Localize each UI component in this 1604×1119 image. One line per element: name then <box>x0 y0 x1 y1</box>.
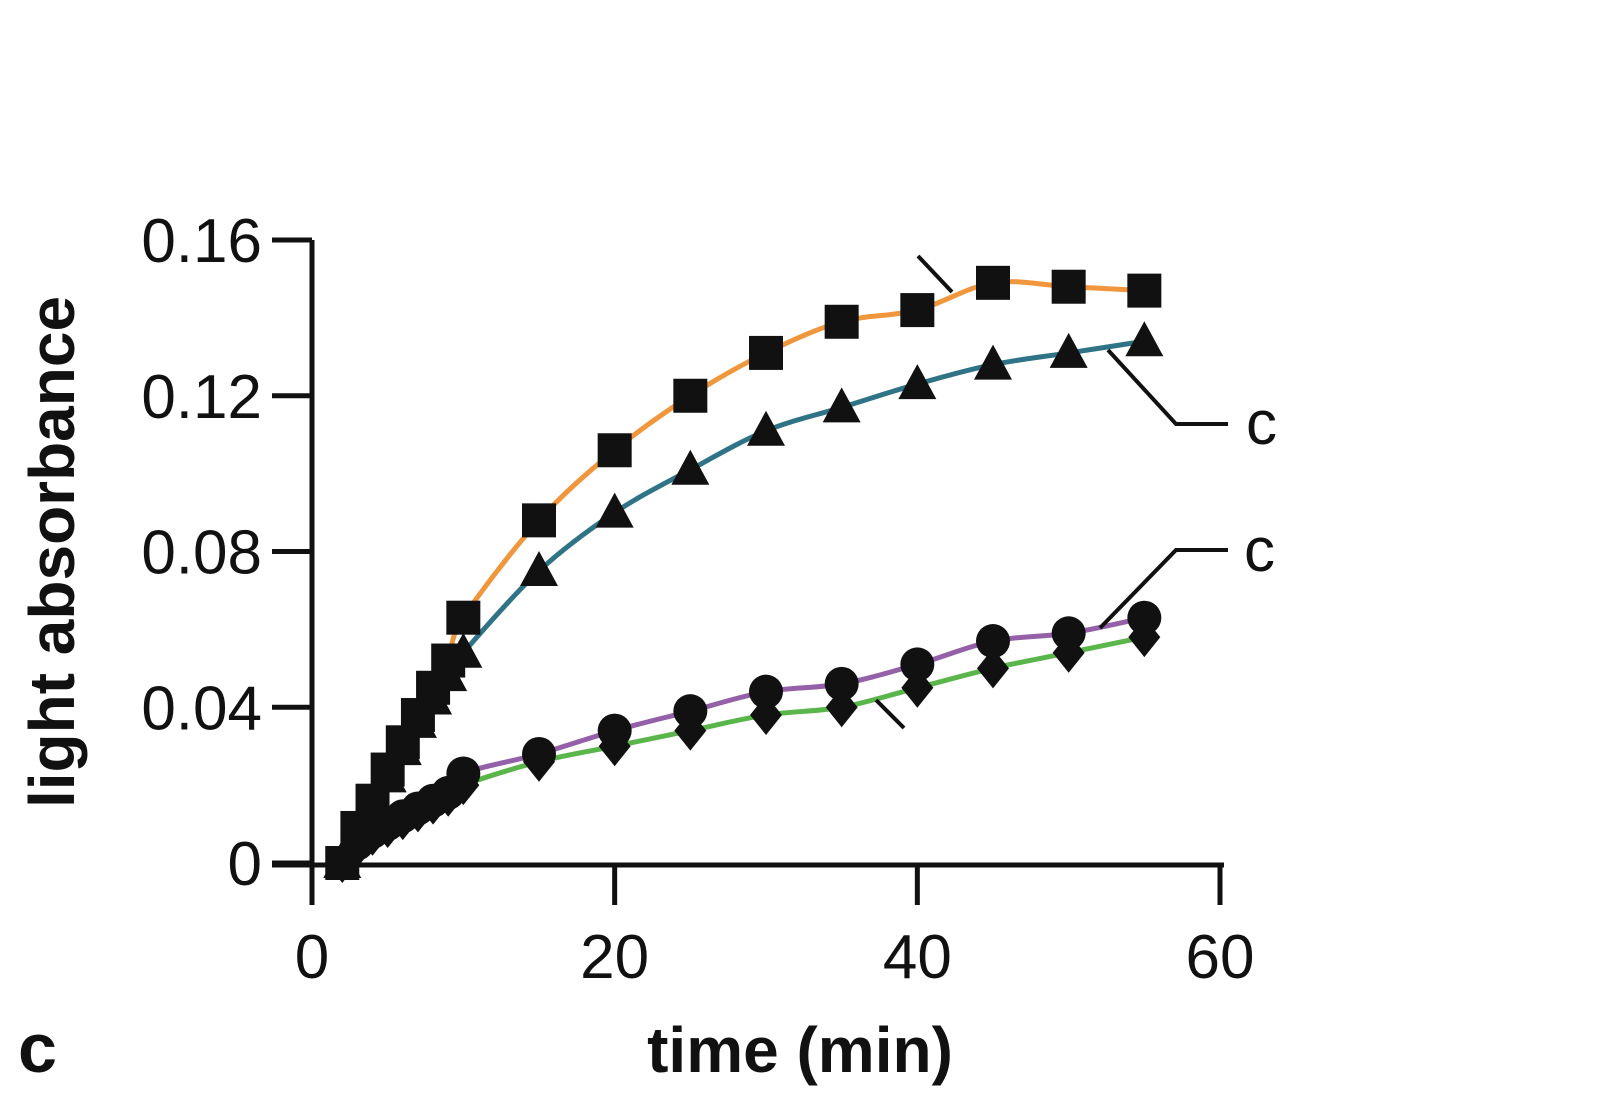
data-point-square <box>900 293 935 328</box>
x-tick-label: 20 <box>580 923 649 992</box>
x-tick-label: 40 <box>883 923 952 992</box>
x-axis-title: time (min) <box>647 1014 953 1086</box>
data-point-square <box>1051 269 1086 304</box>
y-tick-label: 0.16 <box>141 207 262 276</box>
data-point-square <box>749 335 783 370</box>
axes-layer <box>272 240 1224 870</box>
data-point-diamond <box>598 726 631 767</box>
y-tick-label: 0 <box>228 830 262 899</box>
data-point-triangle <box>414 679 453 715</box>
panel-label: c <box>18 1009 57 1087</box>
data-point-triangle <box>1049 332 1088 368</box>
data-point-triangle <box>822 387 861 423</box>
data-point-diamond <box>977 648 1009 689</box>
data-point-diamond <box>901 667 934 708</box>
data-point-triangle <box>898 364 937 400</box>
data-point-square <box>976 265 1010 300</box>
x-tick-label: 60 <box>1186 923 1255 992</box>
annotation-layer: cc <box>874 254 1277 730</box>
data-point-square <box>1127 273 1162 308</box>
data-point-square <box>824 304 859 339</box>
y-axis-title: light absorbance <box>16 296 88 808</box>
data-point-diamond <box>674 710 707 751</box>
annotation-label: c <box>1246 389 1277 458</box>
series-layer <box>323 265 1164 883</box>
data-point-triangle <box>368 757 407 793</box>
data-point-square <box>673 378 708 413</box>
annotation-label: c <box>1244 516 1275 585</box>
data-point-square <box>446 600 481 635</box>
data-point-triangle <box>383 730 422 766</box>
data-point-triangle <box>444 632 483 668</box>
data-point-triangle <box>595 492 634 528</box>
data-point-circle <box>824 666 859 701</box>
y-tick-label: 0.04 <box>141 674 262 743</box>
leader-line-diamond <box>874 698 906 730</box>
x-tick-label: 0 <box>295 923 329 992</box>
leader-line-square <box>916 254 954 294</box>
data-point-circle <box>900 647 935 682</box>
data-point-square <box>522 503 556 538</box>
data-point-triangle <box>671 449 710 485</box>
ticks-layer: 0 20 40 60 0 0.04 0.08 0.12 0.16 <box>141 207 1254 992</box>
data-point-diamond <box>447 765 480 806</box>
data-point-triangle <box>429 656 468 692</box>
data-point-diamond <box>825 687 858 728</box>
leader-line-circle <box>1098 548 1228 630</box>
data-point-diamond <box>523 741 555 782</box>
data-point-triangle <box>520 550 558 586</box>
data-point-triangle <box>1125 321 1164 357</box>
y-tick-label: 0.08 <box>141 519 262 588</box>
leader-line-triangle <box>1106 348 1228 426</box>
data-point-triangle <box>747 410 785 446</box>
data-point-triangle <box>974 344 1012 380</box>
data-point-circle <box>749 674 783 709</box>
data-point-triangle <box>398 702 437 738</box>
y-tick-label: 0.12 <box>141 363 262 432</box>
data-point-circle <box>976 624 1010 659</box>
data-point-diamond <box>750 695 782 736</box>
data-point-diamond <box>1128 617 1161 658</box>
data-point-diamond <box>1052 632 1085 673</box>
data-point-square <box>597 433 632 468</box>
